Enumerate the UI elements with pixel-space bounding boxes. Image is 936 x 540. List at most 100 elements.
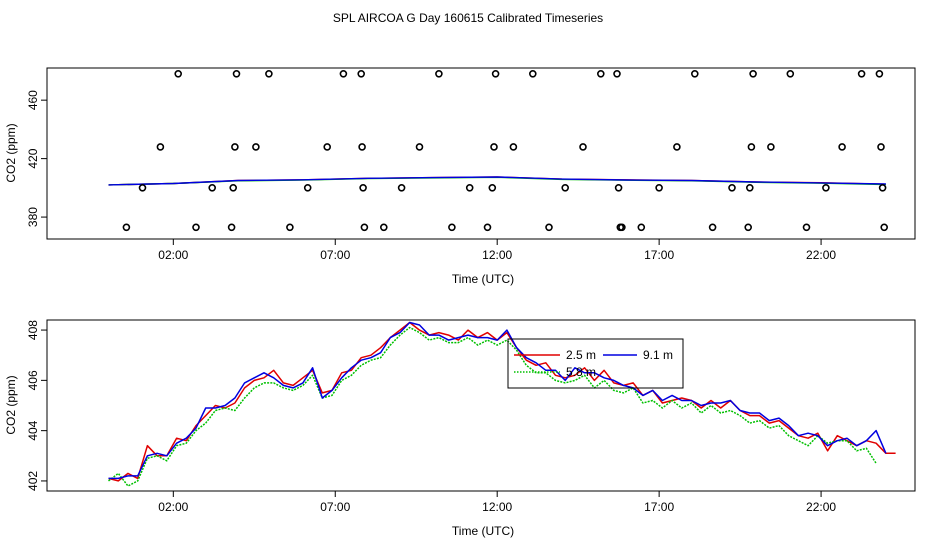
scatter-point bbox=[208, 184, 216, 192]
scatter-point bbox=[491, 70, 500, 78]
scatter-point bbox=[728, 184, 736, 192]
scatter-point bbox=[379, 223, 388, 232]
scatter-point bbox=[877, 143, 885, 151]
scatter-point bbox=[875, 70, 884, 78]
scatter-point bbox=[397, 184, 406, 192]
legend-label-2-5m: 2.5 m bbox=[566, 348, 596, 362]
scatter-point bbox=[465, 184, 474, 192]
y-tick-label: 406 bbox=[26, 370, 40, 390]
chart-title: SPL AIRCOA G Day 160615 Calibrated Times… bbox=[333, 11, 603, 25]
scatter-point bbox=[744, 223, 753, 232]
scatter-point bbox=[637, 223, 646, 232]
x-tick-label: 02:00 bbox=[158, 248, 188, 262]
series-line-green bbox=[108, 326, 877, 487]
scatter-point bbox=[509, 143, 518, 151]
bottom-series-lines bbox=[108, 321, 896, 487]
scatter-point bbox=[229, 184, 237, 192]
scatter-point bbox=[138, 184, 147, 192]
scatter-point bbox=[483, 223, 492, 232]
bottom-y-axis: 402 404 406 408 bbox=[26, 320, 47, 491]
top-y-axis-label: CO2 (ppm) bbox=[4, 123, 18, 182]
series-line-blue bbox=[108, 321, 887, 480]
x-tick-label: 12:00 bbox=[482, 500, 512, 514]
bottom-x-axis: 02:00 07:00 12:00 17:00 22:00 bbox=[158, 491, 836, 514]
scatter-point bbox=[655, 184, 663, 192]
scatter-point bbox=[786, 70, 795, 78]
top-panel: 02:00 07:00 12:00 17:00 22:00 380 420 460 Time… bbox=[4, 67, 916, 286]
scatter-point bbox=[360, 223, 369, 232]
legend-label-9-1m: 9.1 m bbox=[643, 348, 673, 362]
x-tick-label: 22:00 bbox=[806, 500, 836, 514]
scatter-point bbox=[265, 70, 273, 78]
scatter-point bbox=[822, 184, 830, 192]
scatter-point bbox=[448, 223, 456, 232]
scatter-point bbox=[156, 143, 165, 151]
x-tick-label: 07:00 bbox=[320, 500, 350, 514]
bottom-plot-frame bbox=[46, 319, 916, 492]
legend-box bbox=[507, 338, 684, 389]
bottom-panel: 02:00 07:00 12:00 17:00 22:00 402 404 406 408 T… bbox=[4, 319, 916, 538]
scatter-point bbox=[614, 184, 623, 192]
legend: 2.5 m 9.1 m 5.8 m bbox=[507, 338, 684, 389]
series-line-red bbox=[108, 321, 896, 482]
top-y-axis: 380 420 460 bbox=[26, 90, 47, 227]
scatter-point bbox=[286, 223, 294, 232]
y-tick-label: 404 bbox=[26, 420, 40, 440]
scatter-point bbox=[359, 184, 367, 192]
y-tick-label: 408 bbox=[26, 320, 40, 340]
scatter-point bbox=[358, 143, 366, 151]
scatter-point bbox=[838, 143, 846, 151]
scatter-point bbox=[192, 223, 200, 232]
x-tick-label: 07:00 bbox=[320, 248, 350, 262]
scatter-point bbox=[878, 184, 887, 192]
scatter-point bbox=[323, 143, 332, 151]
scatter-point bbox=[857, 70, 866, 78]
x-tick-label: 17:00 bbox=[644, 248, 674, 262]
scatter-point bbox=[596, 70, 605, 78]
legend-label-5-8m: 5.8 m bbox=[566, 365, 596, 379]
series-line-blue bbox=[108, 176, 886, 186]
scatter-point bbox=[435, 70, 443, 78]
scatter-point bbox=[122, 223, 131, 232]
scatter-point bbox=[579, 143, 587, 151]
top-x-axis-label: Time (UTC) bbox=[452, 272, 514, 286]
scatter-point bbox=[232, 70, 241, 78]
scatter-point bbox=[708, 223, 717, 232]
x-tick-label: 12:00 bbox=[482, 248, 512, 262]
scatter-point bbox=[690, 70, 699, 78]
scatter-point bbox=[545, 223, 553, 232]
scatter-point bbox=[252, 143, 260, 151]
scatter-point bbox=[231, 143, 239, 151]
scatter-point bbox=[749, 70, 757, 78]
scatter-point bbox=[673, 143, 681, 151]
scatter-point bbox=[303, 184, 312, 192]
scatter-point bbox=[747, 143, 756, 151]
y-tick-label: 420 bbox=[26, 148, 40, 168]
top-x-axis: 02:00 07:00 12:00 17:00 22:00 bbox=[158, 239, 836, 262]
x-tick-label: 17:00 bbox=[644, 500, 674, 514]
y-tick-label: 402 bbox=[26, 471, 40, 491]
top-scatter-points bbox=[122, 70, 889, 232]
top-plot-frame bbox=[46, 67, 916, 240]
scatter-point bbox=[339, 70, 348, 78]
scatter-point bbox=[561, 184, 570, 192]
scatter-point bbox=[618, 223, 626, 232]
scatter-point bbox=[528, 70, 537, 78]
y-tick-label: 380 bbox=[26, 207, 40, 227]
scatter-point bbox=[767, 143, 775, 151]
x-tick-label: 22:00 bbox=[806, 248, 836, 262]
scatter-point bbox=[174, 70, 182, 78]
top-series-lines bbox=[108, 176, 886, 186]
x-tick-label: 02:00 bbox=[158, 500, 188, 514]
scatter-point bbox=[613, 70, 621, 78]
scatter-point bbox=[880, 223, 889, 232]
scatter-point bbox=[357, 70, 366, 78]
scatter-point bbox=[490, 143, 498, 151]
y-tick-label: 460 bbox=[26, 90, 40, 110]
scatter-point bbox=[227, 223, 236, 232]
bottom-y-axis-label: CO2 (ppm) bbox=[4, 375, 18, 434]
scatter-point bbox=[802, 223, 811, 232]
scatter-point bbox=[745, 184, 754, 192]
scatter-point bbox=[415, 143, 424, 151]
